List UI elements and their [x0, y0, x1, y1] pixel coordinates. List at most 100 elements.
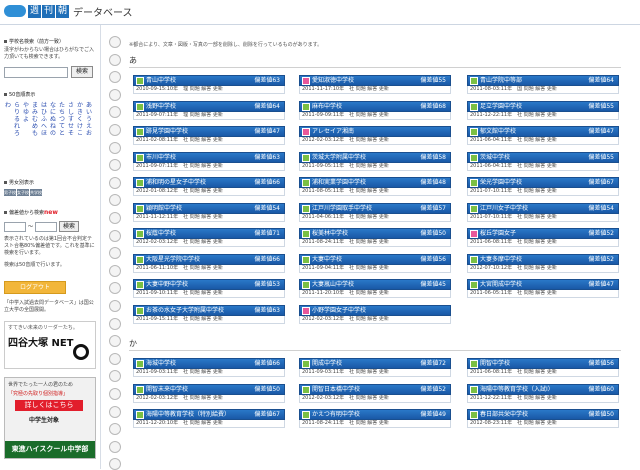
kana-link[interactable]: や [22, 102, 29, 109]
school-card-header[interactable]: 市川中学校 偏差値63 [133, 151, 285, 163]
site-logo[interactable]: 週 刊 朝 データベース [4, 3, 133, 19]
school-name-link[interactable]: 開智未来中学校 [146, 385, 189, 393]
school-name-link[interactable]: かえつ有明中学校 [312, 411, 360, 418]
school-name-link[interactable]: 大阪星光学院中学校 [146, 255, 201, 263]
school-name-link[interactable]: 海陽中等教育学校（入試I） [480, 385, 554, 393]
school-card-meta[interactable]: 2011-07-10:11年 社 問題 解答 更新 [467, 213, 619, 222]
school-card-header[interactable]: 江戸川学園取手中学校 偏差値57 [299, 202, 451, 214]
school-card-header[interactable]: 浅野中学校 偏差値64 [133, 100, 285, 112]
school-card-meta[interactable]: 2011-12-22:11年 社 問題 解答 更新 [467, 111, 619, 120]
school-card-meta[interactable]: 2011-04-06:11年 社 問題 解答 更新 [299, 213, 451, 222]
kana-link[interactable]: た [58, 102, 65, 109]
kana-link[interactable]: か [76, 102, 83, 109]
kana-link[interactable]: ゆ [22, 109, 29, 116]
school-name-link[interactable]: 開成中学校 [312, 360, 343, 367]
school-card[interactable]: 青山学院中等部 偏差値64 2011-08-03:11年 国 問題 解答 更新 [467, 75, 619, 94]
kana-link[interactable]: こ [76, 130, 83, 137]
school-name-link[interactable]: 江戸川女子中学校 [480, 204, 529, 212]
school-name-link[interactable]: 青山中学校 [146, 77, 177, 84]
kana-link[interactable]: み [31, 109, 38, 116]
kana-link[interactable]: れ [13, 123, 20, 130]
school-card-header[interactable]: 茨城大学附属中学校 偏差値58 [299, 151, 451, 163]
school-card[interactable]: 開智日本橋中学校 偏差値52 2012-02-03:12年 社 問題 解答 更新 [299, 383, 451, 403]
school-card-meta[interactable]: 2011-11-17:10年 社 問題 解答 更新 [299, 86, 451, 94]
kana-link[interactable]: せ [67, 123, 74, 130]
school-card[interactable]: 大妻中野中学校 偏差値53 2011-09-10:11年 社 問題 解答 更新 [133, 279, 285, 298]
school-name-link[interactable]: 大妻中野中学校 [146, 281, 189, 288]
school-card-header[interactable]: 江戸川女子中学校 偏差値54 [467, 202, 619, 214]
school-card-meta[interactable]: 2011-06-04:11年 社 問題 解答 更新 [467, 137, 619, 145]
school-card-header[interactable]: 愛知淑徳中学校 偏差値55 [299, 75, 451, 86]
school-card-meta[interactable]: 2012-02-03:12年 社 問題 解答 更新 [299, 394, 451, 403]
school-card-meta[interactable]: 2011-09-04:11年 社 問題 解答 更新 [299, 264, 451, 273]
school-card[interactable]: 開智中学校 偏差値56 2011-06-08:11年 社 問題 解答 更新 [467, 358, 619, 377]
school-card-meta[interactable]: 2012-08-23:11年 社 問題 解答 更新 [467, 420, 619, 428]
kana-link[interactable]: に [49, 109, 56, 116]
kana-link[interactable]: そ [67, 130, 74, 137]
filter-coed-button[interactable]: 共学校 [30, 189, 42, 196]
school-card-header[interactable]: 栄光学園中学校 偏差値67 [467, 177, 619, 188]
kana-link[interactable]: め [31, 123, 38, 130]
school-card[interactable]: 大妻多摩中学校 偏差値52 2012-07-10:12年 社 問題 解答 更新 [467, 253, 619, 273]
school-card-header[interactable]: アレセイア湘南 [299, 126, 451, 137]
school-name-link[interactable]: 茨城中学校 [480, 153, 511, 161]
school-name-link[interactable]: 浦和明の星女子中学校 [146, 179, 207, 186]
kana-link[interactable]: い [85, 109, 92, 116]
school-card-meta[interactable]: 2011-02-08:11年 社 問題 解答 更新 [133, 137, 285, 145]
school-name-link[interactable]: アレセイア湘南 [312, 128, 355, 135]
school-name-link[interactable]: 桜蔭中学校 [146, 230, 177, 237]
school-card-meta[interactable]: 2011-06-11:10年 社 問題 解答 更新 [133, 264, 285, 273]
school-card-meta[interactable]: 2011-09-03:11年 社 問題 解答 更新 [299, 369, 451, 377]
kana-link[interactable]: の [49, 130, 56, 137]
school-card-meta[interactable]: 2012-02-03:12年 社 問題 解答 更新 [133, 239, 285, 247]
school-card-header[interactable]: 郁文館中学校 偏差値47 [467, 126, 619, 137]
school-card[interactable]: 栄光学園中学校 偏差値67 2011-07-10:11年 社 問題 解答 更新 [467, 177, 619, 196]
ad-banner-yotsuya[interactable]: すてきい未来のリーダーたち。 四谷大塚 NET [4, 321, 96, 369]
school-card[interactable]: 市川中学校 偏差値63 2011-09-07:11年 社 問題 解答 更新 [133, 151, 285, 171]
kana-link[interactable]: し [67, 109, 74, 116]
kana-link[interactable]: ひ [40, 109, 47, 116]
school-card-meta[interactable]: 2011-11-20:10年 社 問題 解答 更新 [299, 290, 451, 298]
school-card-header[interactable]: 開智未来中学校 偏差値50 [133, 383, 285, 395]
school-card-header[interactable]: 桜美林中学校 偏差値50 [299, 228, 451, 239]
school-card[interactable]: 跡見学園中学校 偏差値47 2011-02-08:11年 社 問題 解答 更新 [133, 126, 285, 145]
school-card[interactable]: 大妻嵐山中学校 偏差値45 2011-11-20:10年 社 問題 解答 更新 [299, 279, 451, 298]
school-card-header[interactable]: 大妻中学校 偏差値56 [299, 253, 451, 265]
school-card-header[interactable]: 浦和実業学園中学校 偏差値48 [299, 177, 451, 188]
school-name-link[interactable]: 浅野中学校 [146, 102, 177, 110]
kana-link[interactable]: も [31, 130, 38, 137]
school-card[interactable]: 足立学園中学校 偏差値55 2011-12-22:11年 社 問題 解答 更新 [467, 100, 619, 120]
school-card[interactable]: 海城中学校 偏差値66 2011-09-03:11年 社 問題 解答 更新 [133, 358, 285, 377]
logout-button[interactable]: ログアウト [4, 281, 66, 294]
school-card-meta[interactable]: 2012-07-10:12年 社 問題 解答 更新 [467, 264, 619, 273]
school-card-meta[interactable]: 2011-09-07:11年 社 問題 解答 更新 [133, 162, 285, 171]
kana-link[interactable]: さ [67, 102, 74, 109]
school-card-header[interactable]: 青山中学校 偏差値63 [133, 75, 285, 86]
school-name-link[interactable]: 江戸川学園取手中学校 [312, 204, 373, 212]
school-card-meta[interactable]: 2011-08-03:11年 国 問題 解答 更新 [467, 86, 619, 94]
school-card[interactable]: 春日部共栄中学校 偏差値50 2012-08-23:11年 社 問題 解答 更新 [467, 409, 619, 428]
school-card-meta[interactable]: 2012-02-03:12年 社 問題 解答 更新 [133, 394, 285, 403]
school-card[interactable]: 海陽中等教育学校（特別給費） 偏差値67 2011-12-20:10年 社 問題 解… [133, 409, 285, 428]
school-name-link[interactable]: 海陽中等教育学校（特別給費） [146, 411, 231, 418]
kana-link[interactable]: く [76, 116, 83, 123]
filter-girls-button[interactable]: 女子校 [17, 189, 29, 196]
school-name-link[interactable]: 大妻中学校 [312, 255, 343, 263]
school-card[interactable]: 茨城中学校 偏差値55 2011-06-04:11年 社 問題 解答 更新 [467, 151, 619, 171]
kana-link[interactable]: は [40, 102, 47, 109]
school-card-header[interactable]: 小野学園女子中学校 [299, 304, 451, 316]
kana-link[interactable]: ほ [40, 130, 47, 137]
kana-link[interactable]: へ [40, 123, 47, 130]
school-card-meta[interactable]: 2010-09-15:10年 理 問題 解答 更新 [133, 86, 285, 94]
school-name-link[interactable]: 愛知淑徳中学校 [312, 77, 355, 84]
school-name-link[interactable]: 浦和実業学園中学校 [312, 179, 367, 186]
school-name-link[interactable]: 桜丘学園女子 [480, 230, 517, 237]
school-card-meta[interactable]: 2011-06-04:11年 社 問題 解答 更新 [467, 162, 619, 171]
deviation-max-select[interactable] [35, 221, 58, 232]
deviation-min-select[interactable] [4, 221, 26, 232]
kana-link[interactable]: ら [13, 102, 20, 109]
school-search-input[interactable] [4, 66, 68, 78]
school-card[interactable]: 海陽中等教育学校（入試I） 偏差値60 2011-12-22:11年 社 問題 解答… [467, 383, 619, 403]
kana-link[interactable]: つ [58, 116, 65, 123]
school-card[interactable]: 桜美林中学校 偏差値50 2011-08-24:11年 社 問題 解答 更新 [299, 228, 451, 247]
